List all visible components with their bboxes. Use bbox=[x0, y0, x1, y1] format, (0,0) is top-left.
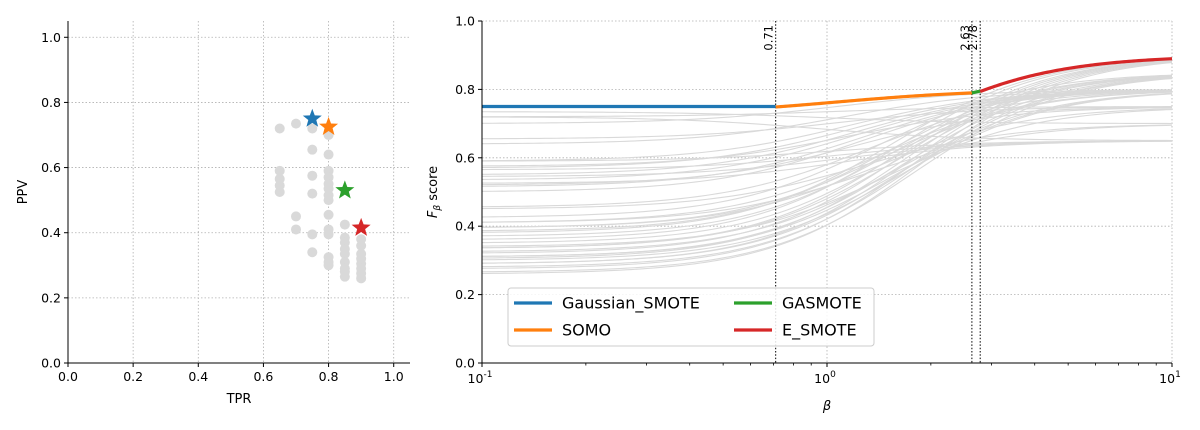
background-curve bbox=[481, 58, 1173, 233]
scatter-point bbox=[356, 240, 367, 251]
background-curve bbox=[481, 89, 1173, 162]
scatter-point bbox=[307, 123, 318, 134]
threshold-label: 0.71 bbox=[762, 25, 776, 51]
x-tick-label: 0.4 bbox=[188, 369, 208, 384]
x-tick-label: 0.2 bbox=[123, 369, 143, 384]
background-curve bbox=[481, 89, 1173, 145]
y-tick-label: 0.6 bbox=[41, 160, 61, 175]
series-line bbox=[971, 89, 981, 95]
scatter-point bbox=[307, 247, 318, 258]
background-curve bbox=[481, 60, 1173, 259]
background-curve bbox=[481, 89, 1173, 169]
background-curve bbox=[481, 59, 1173, 249]
background-curve bbox=[481, 124, 1173, 210]
y-tick-label: 0.8 bbox=[455, 82, 475, 97]
background-curve bbox=[481, 75, 1173, 232]
background-curve bbox=[481, 91, 1173, 223]
y-tick-label: 0.4 bbox=[455, 219, 475, 234]
x-tick-label: 1.0 bbox=[384, 369, 404, 384]
scatter-point bbox=[307, 229, 318, 240]
scatter-point bbox=[323, 195, 334, 206]
x-tick-label: 0.8 bbox=[319, 369, 339, 384]
legend-label: SOMO bbox=[562, 321, 611, 340]
y-tick-label: 0.6 bbox=[455, 150, 475, 165]
y-tick-label: 1.0 bbox=[41, 30, 61, 45]
scatter-point bbox=[291, 224, 301, 235]
background-curve bbox=[481, 111, 1173, 125]
scatter-point bbox=[291, 118, 301, 129]
background-curve bbox=[481, 60, 1173, 264]
background-curve bbox=[481, 92, 1173, 252]
x-tick-label: 0.6 bbox=[253, 369, 273, 384]
legend-label: E_SMOTE bbox=[782, 321, 857, 341]
scatter-point bbox=[323, 149, 334, 160]
fbeta-curve-panel: 0.71 2.632.78 0.0 0.2 0.4 0.6 0.8 1.0 10-1 100 101… bbox=[426, 14, 1181, 415]
y-tick-label: 0.8 bbox=[41, 95, 61, 110]
scatter-point bbox=[323, 260, 334, 271]
scatter-point bbox=[307, 170, 318, 181]
legend-label: Gaussian_SMOTE bbox=[562, 294, 700, 314]
legend-box bbox=[507, 287, 875, 347]
highlight-star bbox=[319, 116, 339, 135]
y-tick-label: 0.0 bbox=[455, 356, 475, 371]
x-tick-label: 10-1 bbox=[468, 370, 493, 386]
y-axis-label: Fβ score bbox=[426, 166, 443, 218]
scatter-point bbox=[307, 188, 318, 199]
y-tick-label: 1.0 bbox=[455, 14, 475, 29]
x-tick-label: 101 bbox=[1159, 370, 1181, 386]
highlight-star bbox=[335, 180, 355, 199]
scatter-point bbox=[323, 229, 334, 240]
highlight-star bbox=[302, 108, 322, 127]
x-tick-label: 100 bbox=[814, 370, 836, 386]
background-curve bbox=[481, 93, 1173, 261]
background-curve bbox=[481, 60, 1173, 254]
scatter-point bbox=[339, 248, 350, 259]
tpr-ppv-scatter-panel: 0.00.0 0.2 0.2 0.4 0.4 0.6 0.6 0.8 0.8 1.0 1.0 TPR P… bbox=[16, 21, 410, 407]
scatter-point bbox=[339, 219, 350, 230]
scatter-point bbox=[307, 144, 318, 155]
background-curve bbox=[481, 75, 1173, 244]
x-tick-label: 0.0 bbox=[58, 369, 78, 384]
scatter-point bbox=[339, 271, 350, 282]
y-tick-label: 0.0 bbox=[41, 356, 61, 371]
background-curve bbox=[481, 59, 1173, 240]
background-curve bbox=[481, 74, 1173, 218]
y-tick-label: 0.2 bbox=[455, 287, 475, 302]
background-curve bbox=[481, 61, 1173, 269]
background-curve bbox=[481, 108, 1173, 228]
threshold-label: 2.78 bbox=[966, 25, 980, 51]
x-axis-label: TPR bbox=[226, 392, 252, 407]
series-line bbox=[775, 91, 972, 109]
background-curve bbox=[481, 61, 1173, 274]
threshold-label: 2.63 bbox=[958, 25, 972, 51]
y-tick-label: 0.4 bbox=[41, 225, 61, 240]
background-curve bbox=[481, 116, 1173, 142]
y-tick-label: 0.2 bbox=[41, 290, 61, 305]
series-line bbox=[979, 57, 1173, 94]
x-axis-label: β bbox=[822, 399, 831, 414]
y-axis-label: PPV bbox=[16, 180, 31, 205]
background-curve bbox=[481, 108, 1173, 247]
scatter-point bbox=[274, 123, 285, 134]
legend: Gaussian_SMOTE SOMO GASMOTE E_SMOTE bbox=[507, 287, 875, 347]
scatter-point bbox=[356, 273, 367, 284]
legend-label: GASMOTE bbox=[782, 294, 862, 313]
highlight-star bbox=[351, 217, 371, 236]
scatter-point bbox=[274, 187, 285, 197]
scatter-point bbox=[323, 209, 334, 220]
scatter-point bbox=[274, 165, 285, 176]
scatter-point bbox=[291, 211, 301, 222]
